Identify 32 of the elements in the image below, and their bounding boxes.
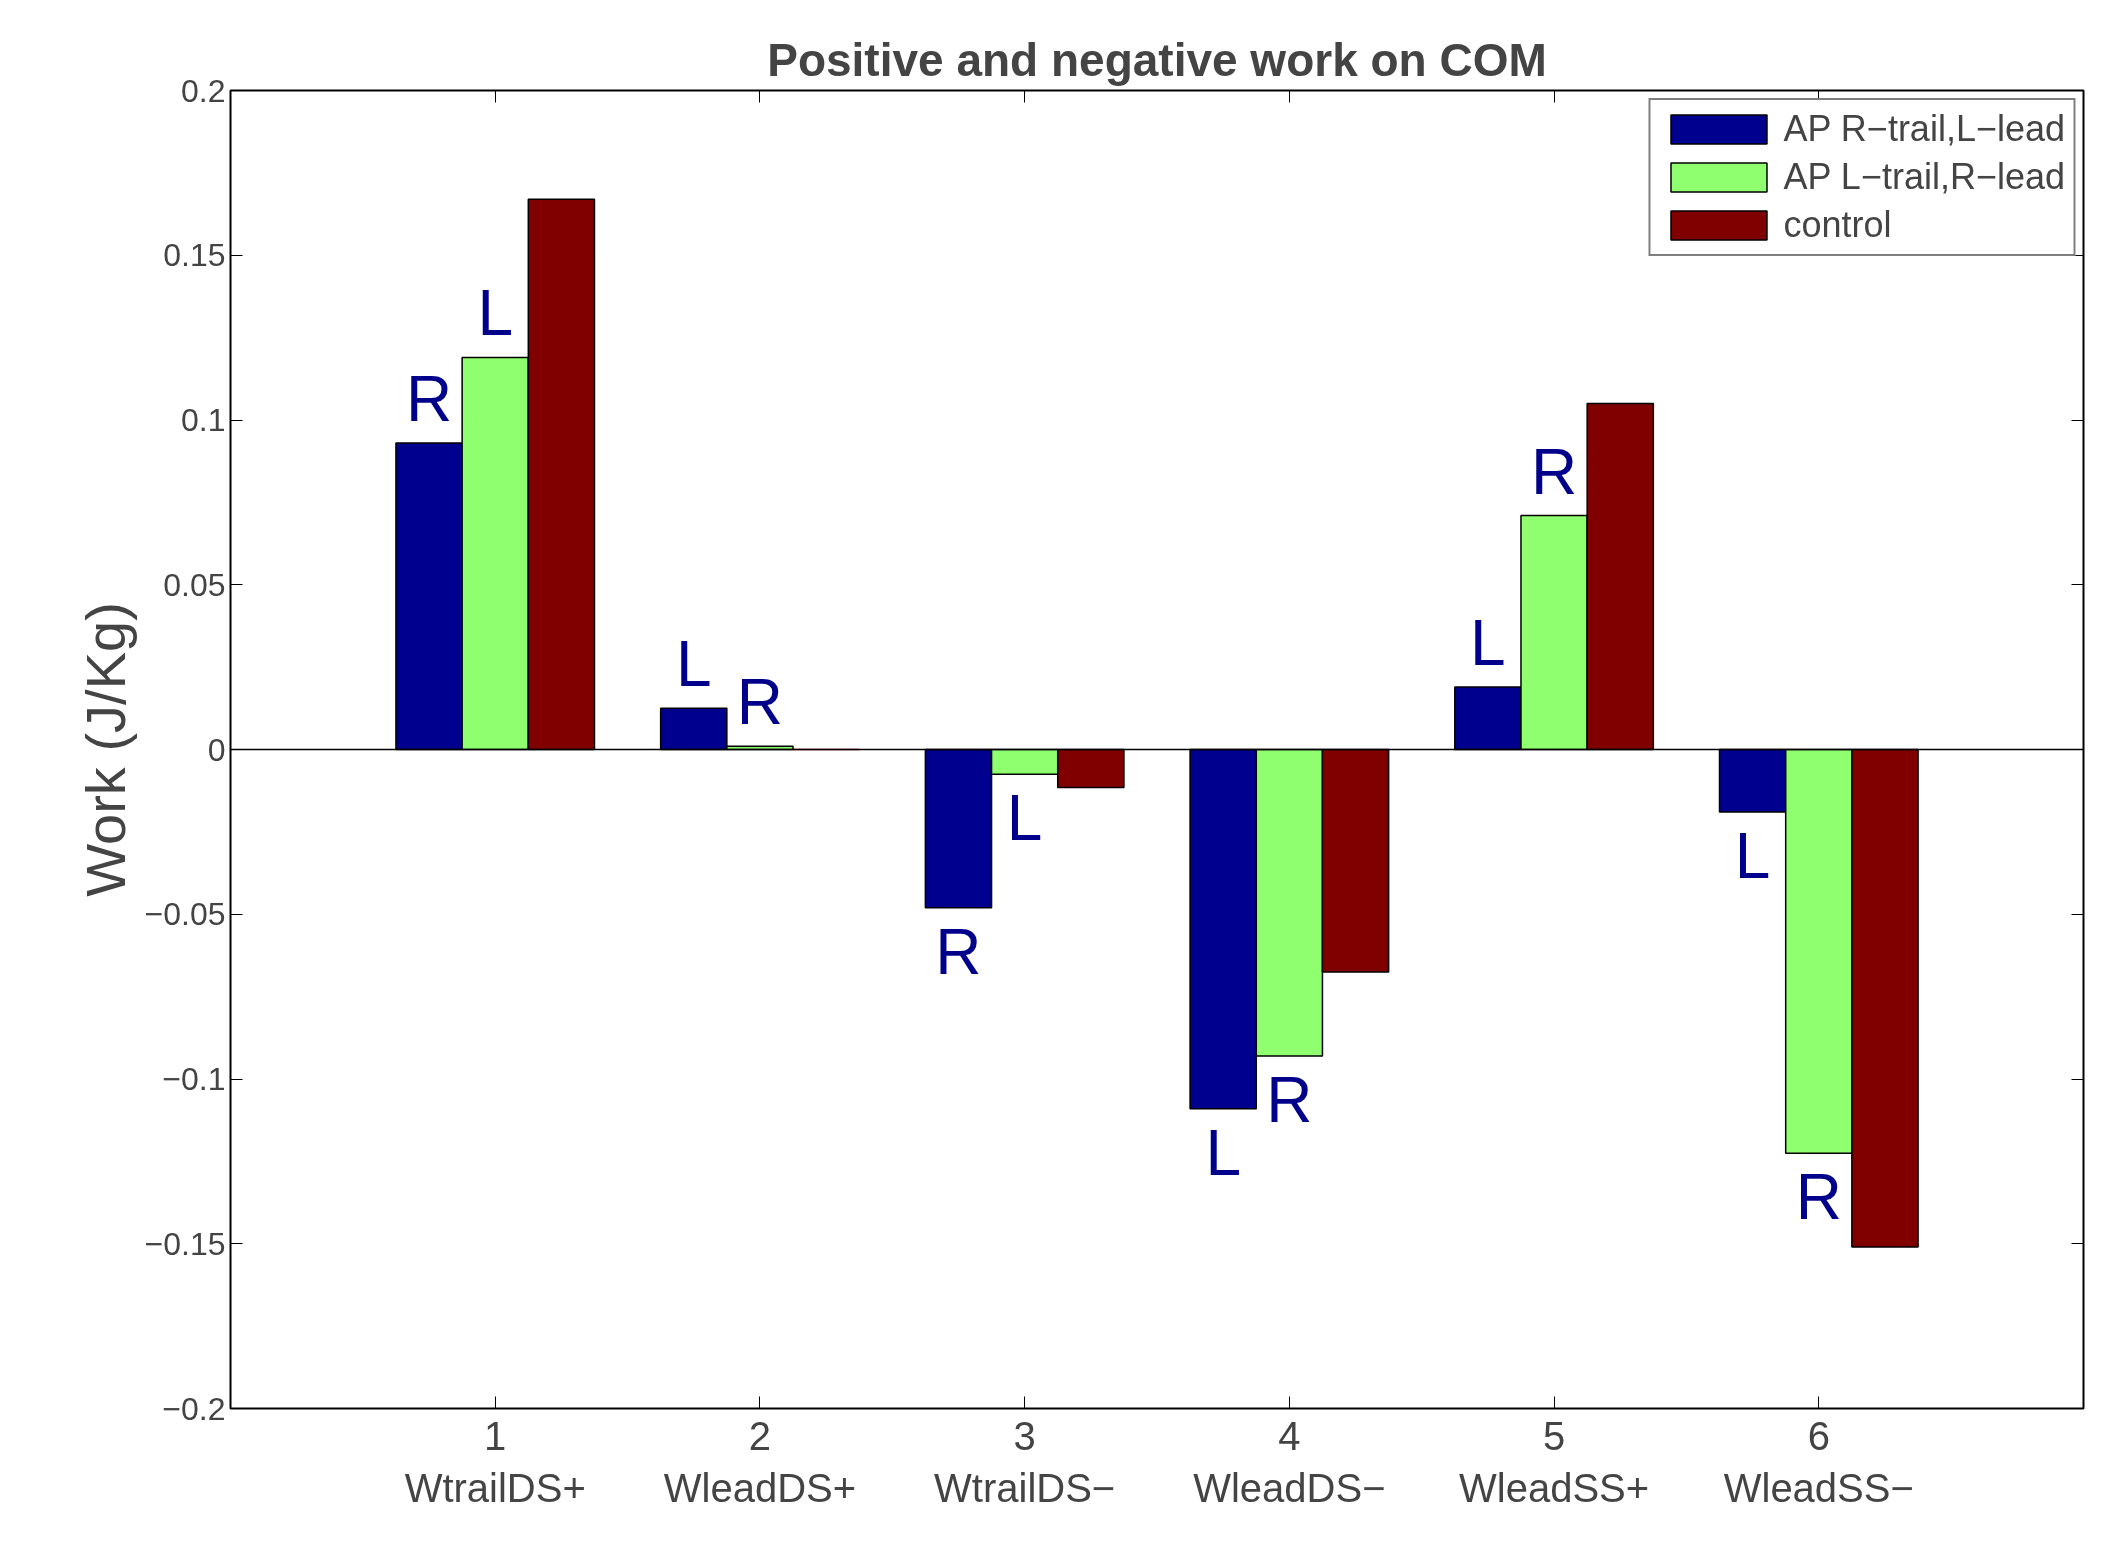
y-tick-label: −0.2 — [162, 1390, 226, 1427]
x-tick-label: 2 WleadDS+ — [663, 1413, 857, 1511]
annotation: L — [1734, 820, 1771, 893]
x-tick-label: 1 WtrailDS+ — [404, 1413, 586, 1511]
annotation: L — [675, 628, 712, 701]
annotation: R — [935, 915, 982, 988]
chart-title: Positive and negative work on COM — [767, 33, 1547, 86]
annotation: R — [736, 666, 784, 739]
y-axis-title: Work (J/Kg) — [73, 602, 137, 897]
y-tick-label: 0 — [207, 731, 226, 768]
legend-label: control — [1783, 204, 1892, 246]
x-tick-label: 5 WleadSS+ — [1459, 1413, 1650, 1511]
x-tick-label: 3 WtrailDS− — [934, 1413, 1116, 1511]
annotation: R — [1266, 1063, 1313, 1136]
y-tick-label: −0.1 — [162, 1061, 226, 1097]
x-tick-label: 4 WleadDS− — [1193, 1413, 1386, 1511]
annotation: R — [405, 363, 453, 436]
x-tick-label: 6 WleadSS− — [1723, 1413, 1914, 1511]
legend-label: AP R−trail,L−lead — [1783, 108, 2065, 150]
legend-label: AP L−trail,R−lead — [1783, 156, 2065, 198]
y-tick-label: 0.2 — [181, 72, 226, 109]
y-tick-label: 0.05 — [163, 566, 226, 603]
y-tick-label: −0.05 — [144, 896, 226, 933]
annotation: R — [1530, 435, 1578, 508]
annotation: L — [477, 277, 514, 350]
annotation: L — [1205, 1116, 1241, 1189]
annotation: L — [1006, 782, 1043, 855]
y-tick-label: −0.15 — [144, 1225, 226, 1262]
annotation: R — [1795, 1161, 1842, 1234]
annotation: L — [1470, 606, 1506, 679]
y-tick-label: 0.1 — [181, 402, 226, 438]
y-tick-label: 0.15 — [163, 237, 226, 274]
